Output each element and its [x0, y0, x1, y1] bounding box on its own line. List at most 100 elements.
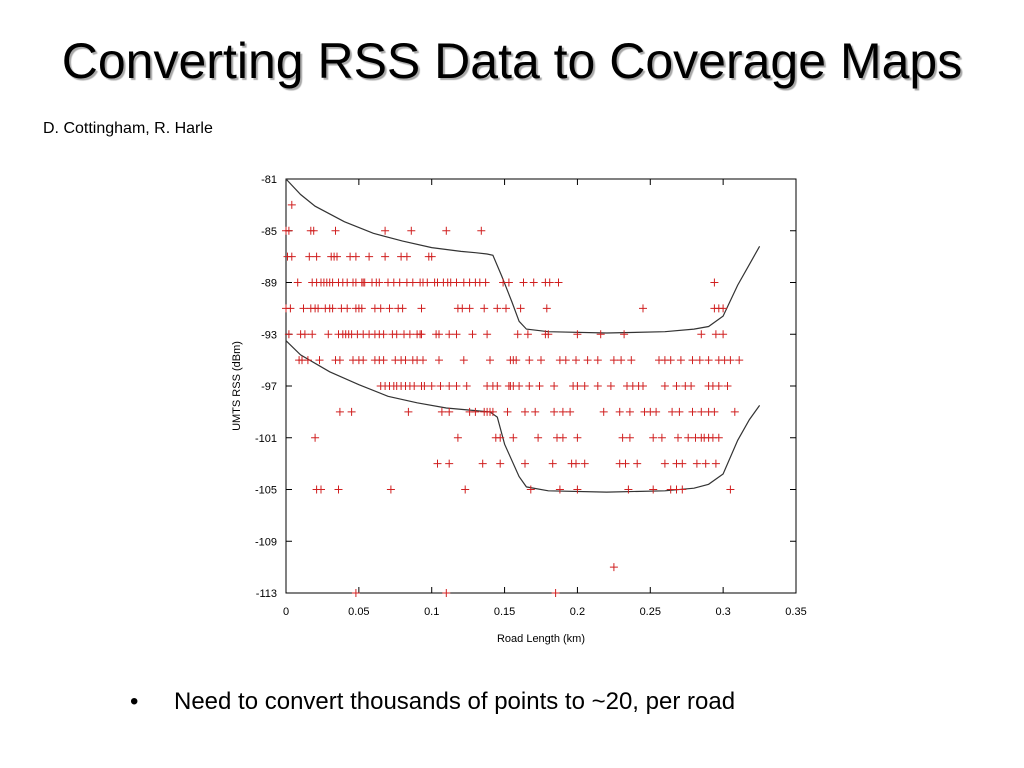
data-point-marker [357, 304, 366, 313]
data-point-marker [404, 407, 413, 416]
data-point-marker [596, 330, 605, 339]
data-point-marker [375, 278, 384, 287]
data-point-marker [379, 356, 388, 365]
data-point-marker [335, 407, 344, 416]
data-point-marker [639, 382, 647, 390]
data-point-marker [461, 485, 470, 494]
data-point-marker [417, 304, 426, 313]
y-axis-label: UMTS RSS (dBm) [231, 341, 243, 431]
data-point-marker [678, 485, 687, 494]
data-point-marker [714, 382, 723, 390]
data-point-marker [529, 278, 538, 287]
x-tick-label: 0.35 [785, 606, 806, 618]
data-point-marker [660, 382, 669, 390]
data-point-marker [580, 459, 589, 468]
data-point-marker [324, 330, 333, 339]
data-point-marker [676, 356, 685, 365]
x-tick-label: 0.15 [494, 606, 515, 618]
data-point-marker [328, 304, 337, 313]
x-tick-label: 0.25 [640, 606, 661, 618]
data-point-marker [573, 485, 582, 494]
data-point-marker [719, 304, 728, 313]
data-point-marker [678, 459, 687, 468]
y-tick-label: -97 [261, 381, 277, 393]
data-point-marker [496, 433, 505, 442]
data-point-marker [633, 459, 642, 468]
data-point-marker [504, 278, 513, 287]
data-point-marker [433, 459, 442, 468]
data-point-marker [478, 459, 487, 468]
data-point-marker [452, 330, 461, 339]
data-point-marker [573, 433, 582, 442]
lower-envelope-line [285, 340, 761, 493]
data-point-marker [293, 278, 302, 287]
data-point-marker [359, 278, 368, 287]
data-point-marker [675, 407, 684, 416]
data-point-marker [287, 252, 296, 261]
data-point-marker [625, 433, 634, 442]
data-point-marker [376, 304, 385, 313]
data-point-marker [385, 304, 394, 313]
data-point-marker [554, 278, 563, 287]
bullet-item: • Need to convert thousands of points to … [130, 688, 735, 716]
data-point-marker [305, 252, 314, 261]
data-point-marker [503, 407, 512, 416]
data-point-marker [462, 382, 471, 390]
data-point-marker [652, 407, 661, 416]
data-point-marker [711, 330, 720, 339]
data-point-marker [408, 278, 417, 287]
data-point-marker [580, 382, 589, 390]
data-point-marker [287, 200, 296, 209]
data-point-marker [493, 382, 502, 390]
data-point-marker [452, 278, 461, 287]
data-point-marker [688, 407, 697, 416]
data-point-marker [593, 382, 602, 390]
data-point-marker [525, 382, 534, 390]
data-point-marker [405, 330, 414, 339]
data-point-marker [550, 407, 559, 416]
data-point-marker [481, 278, 490, 287]
data-point-marker [726, 485, 735, 494]
data-point-marker [395, 278, 404, 287]
data-point-marker [625, 407, 634, 416]
data-point-marker [445, 407, 454, 416]
data-point-marker [657, 433, 666, 442]
data-point-marker [599, 407, 608, 416]
data-point-marker [335, 356, 344, 365]
data-point-marker [668, 407, 677, 416]
data-point-marker [723, 382, 732, 390]
data-point-marker [542, 304, 551, 313]
data-point-marker [483, 330, 492, 339]
data-point-marker [423, 278, 432, 287]
data-point-marker [513, 330, 522, 339]
y-tick-label: -101 [255, 433, 277, 445]
data-point-marker [572, 459, 580, 468]
data-point-marker [417, 330, 426, 339]
data-point-marker [521, 407, 529, 416]
data-point-marker [365, 252, 374, 261]
data-point-marker [593, 356, 602, 365]
data-point-marker [299, 304, 308, 313]
data-point-marker [435, 356, 443, 365]
bullet-icon: • [130, 688, 139, 715]
data-point-marker [437, 407, 446, 416]
x-tick-label: 0.05 [348, 606, 369, 618]
data-point-marker [519, 278, 528, 287]
data-point-marker [459, 356, 468, 365]
data-point-marker [660, 459, 669, 468]
data-point-marker [509, 433, 518, 442]
data-point-marker [427, 382, 436, 390]
data-point-marker [627, 356, 636, 365]
data-point-marker [343, 304, 352, 313]
data-point-marker [471, 407, 480, 416]
slide-title: Converting RSS Data to Coverage Maps [61, 33, 963, 89]
data-point-marker [684, 433, 693, 442]
data-point-marker [550, 382, 559, 390]
data-point-marker [692, 459, 701, 468]
y-tick-label: -81 [261, 174, 277, 186]
data-point-marker [558, 407, 567, 416]
data-point-marker [398, 304, 407, 313]
data-point-marker [512, 356, 521, 365]
author-credit: D. Cottingham, R. Harle [43, 120, 213, 137]
data-point-marker [525, 356, 534, 365]
